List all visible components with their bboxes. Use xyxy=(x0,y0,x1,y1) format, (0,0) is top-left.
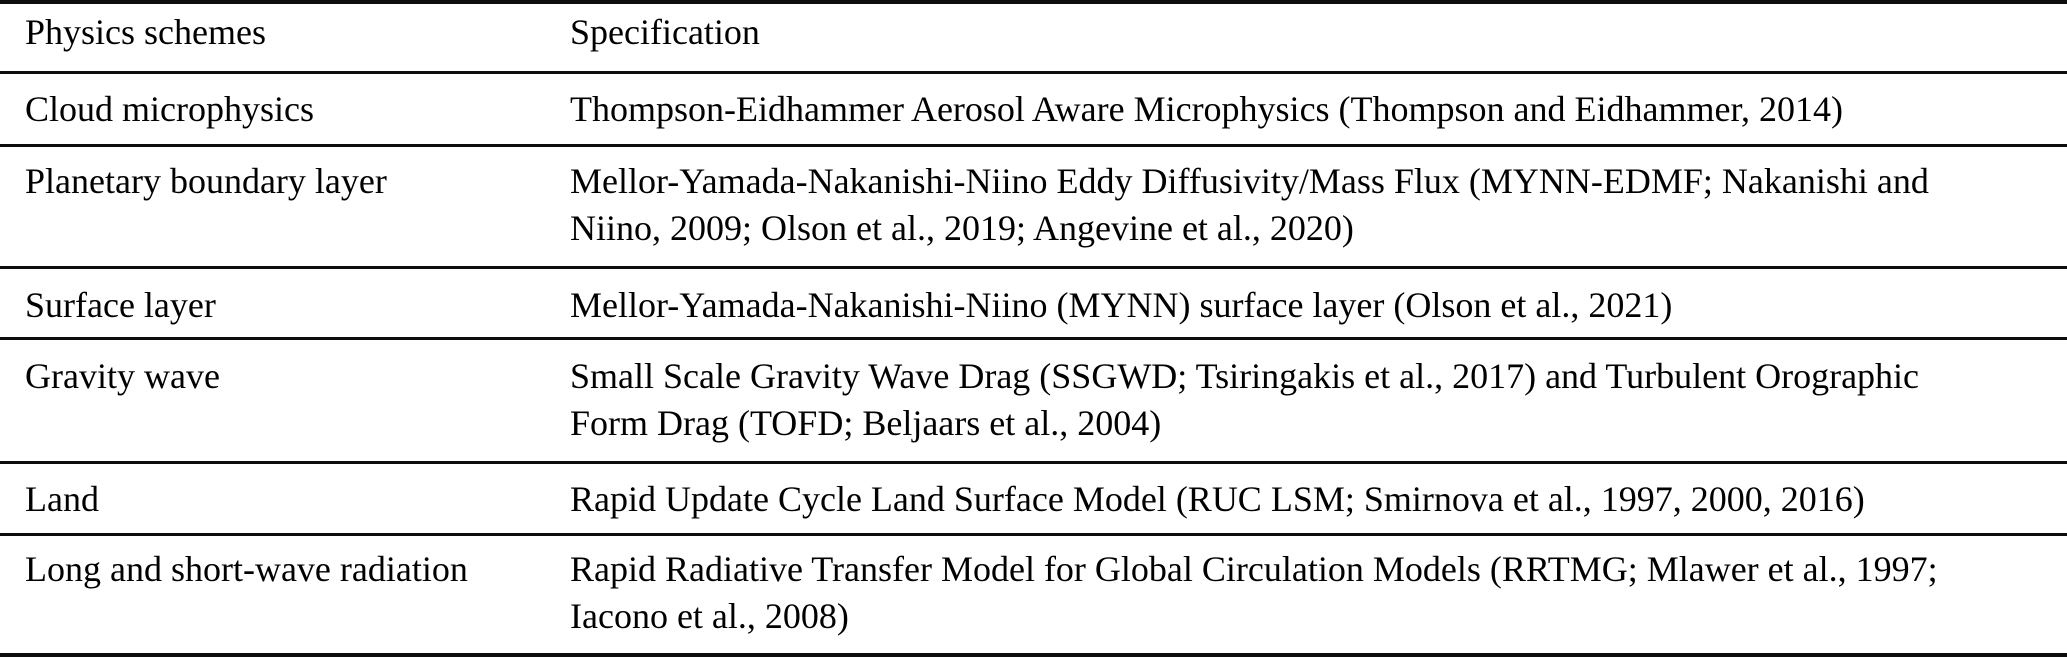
table-top-rule xyxy=(0,0,2067,4)
spec-cell: Thompson-Eidhammer Aerosol Aware Microph… xyxy=(570,86,2067,133)
row-divider-rule xyxy=(0,337,2067,340)
scheme-cell: Land xyxy=(25,479,99,519)
scheme-cell: Planetary boundary layer xyxy=(25,161,387,201)
table-row: Gravity wave Small Scale Gravity Wave Dr… xyxy=(0,340,2067,461)
spec-cell: Rapid Update Cycle Land Surface Model (R… xyxy=(570,476,2067,523)
row-divider-rule xyxy=(0,533,2067,536)
header-divider-rule xyxy=(0,71,2067,74)
table-row: Planetary boundary layer Mellor-Yamada-N… xyxy=(0,147,2067,266)
scheme-cell: Cloud microphysics xyxy=(25,89,314,129)
spec-cell: Rapid Radiative Transfer Model for Globa… xyxy=(570,546,2067,640)
table-header-row: Physics schemes Specification xyxy=(0,4,2067,71)
table-bottom-rule xyxy=(0,653,2067,657)
table-row: Long and short-wave radiation Rapid Radi… xyxy=(0,536,2067,653)
scheme-cell: Surface layer xyxy=(25,285,216,325)
spec-cell: Small Scale Gravity Wave Drag (SSGWD; Ts… xyxy=(570,353,2067,447)
spec-line: Mellor-Yamada-Nakanishi-Niino Eddy Diffu… xyxy=(570,161,1929,201)
spec-line: Small Scale Gravity Wave Drag (SSGWD; Ts… xyxy=(570,356,1920,396)
spec-line: Iacono et al., 2008) xyxy=(570,596,849,636)
row-divider-rule xyxy=(0,266,2067,269)
spec-line: Rapid Radiative Transfer Model for Globa… xyxy=(570,549,1938,589)
table-row: Surface layer Mellor-Yamada-Nakanishi-Ni… xyxy=(0,269,2067,337)
spec-line: Niino, 2009; Olson et al., 2019; Angevin… xyxy=(570,208,1354,248)
scheme-cell: Long and short-wave radiation xyxy=(25,549,468,589)
spec-line: Form Drag (TOFD; Beljaars et al., 2004) xyxy=(570,403,1162,443)
table-row: Cloud microphysics Thompson-Eidhammer Ae… xyxy=(0,74,2067,144)
spec-line: Thompson-Eidhammer Aerosol Aware Microph… xyxy=(570,89,1844,129)
table-row: Land Rapid Update Cycle Land Surface Mod… xyxy=(0,464,2067,533)
header-physics-schemes: Physics schemes xyxy=(25,12,266,52)
spec-line: Rapid Update Cycle Land Surface Model (R… xyxy=(570,479,1865,519)
header-specification: Specification xyxy=(570,12,760,52)
spec-cell: Mellor-Yamada-Nakanishi-Niino Eddy Diffu… xyxy=(570,158,2067,252)
row-divider-rule xyxy=(0,461,2067,464)
spec-line: Mellor-Yamada-Nakanishi-Niino (MYNN) sur… xyxy=(570,285,1673,325)
spec-cell: Mellor-Yamada-Nakanishi-Niino (MYNN) sur… xyxy=(570,282,2067,329)
scheme-cell: Gravity wave xyxy=(25,356,220,396)
row-divider-rule xyxy=(0,144,2067,147)
